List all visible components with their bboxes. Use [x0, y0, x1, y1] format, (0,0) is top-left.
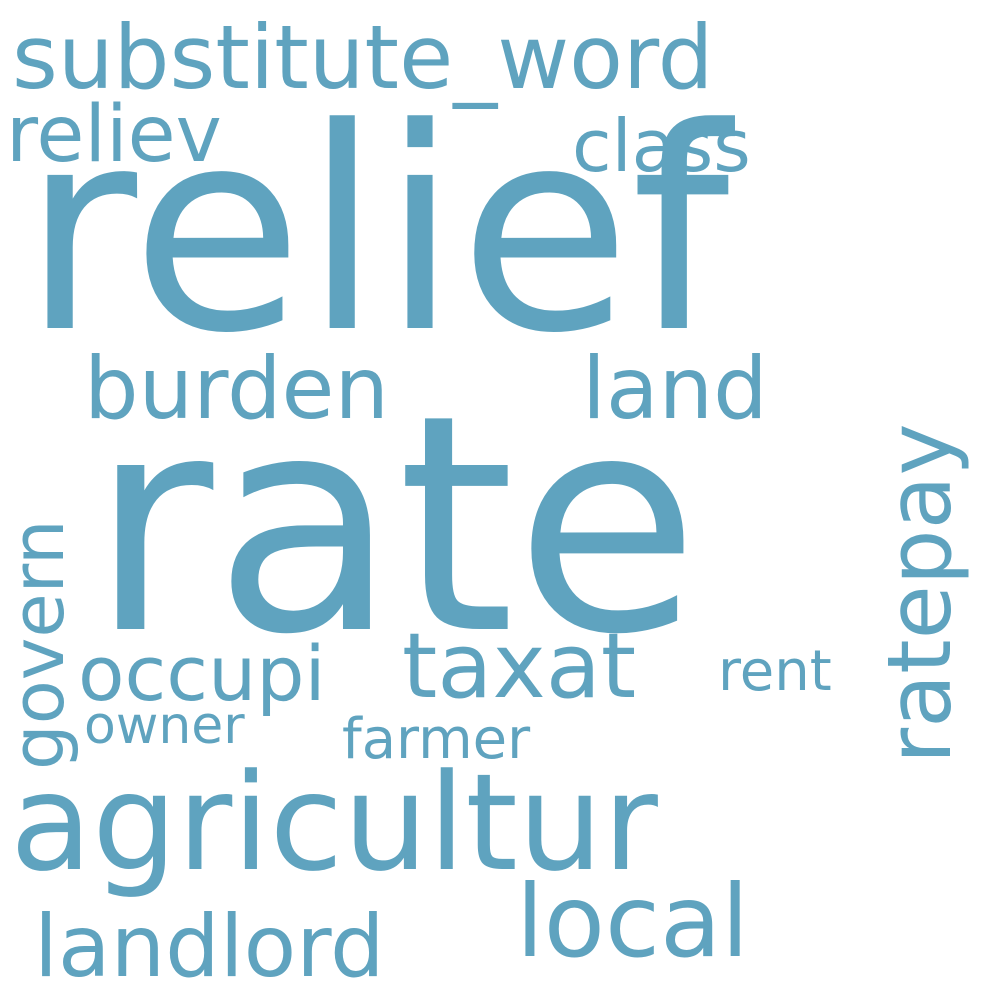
word-landlord: landlord — [34, 897, 385, 997]
word-class: class — [572, 104, 751, 188]
word-rate: rate — [90, 351, 700, 700]
word-farmer: farmer — [342, 707, 531, 772]
word-land: land — [582, 339, 768, 439]
word-owner: owner — [84, 696, 245, 756]
word-occupi: occupi — [78, 629, 326, 718]
word-ratepay: ratepay — [868, 423, 971, 764]
word-rent: rent — [718, 639, 832, 704]
word-substitute_word: substitute_word — [12, 6, 714, 109]
word-govern: govern — [0, 519, 80, 770]
word-agricultur: agricultur — [10, 745, 658, 901]
word-relief: relief — [22, 69, 730, 395]
word-local: local — [516, 863, 750, 980]
word-taxat: taxat — [402, 614, 637, 719]
word-reliev: reliev — [6, 90, 222, 180]
word-burden: burden — [84, 339, 389, 439]
